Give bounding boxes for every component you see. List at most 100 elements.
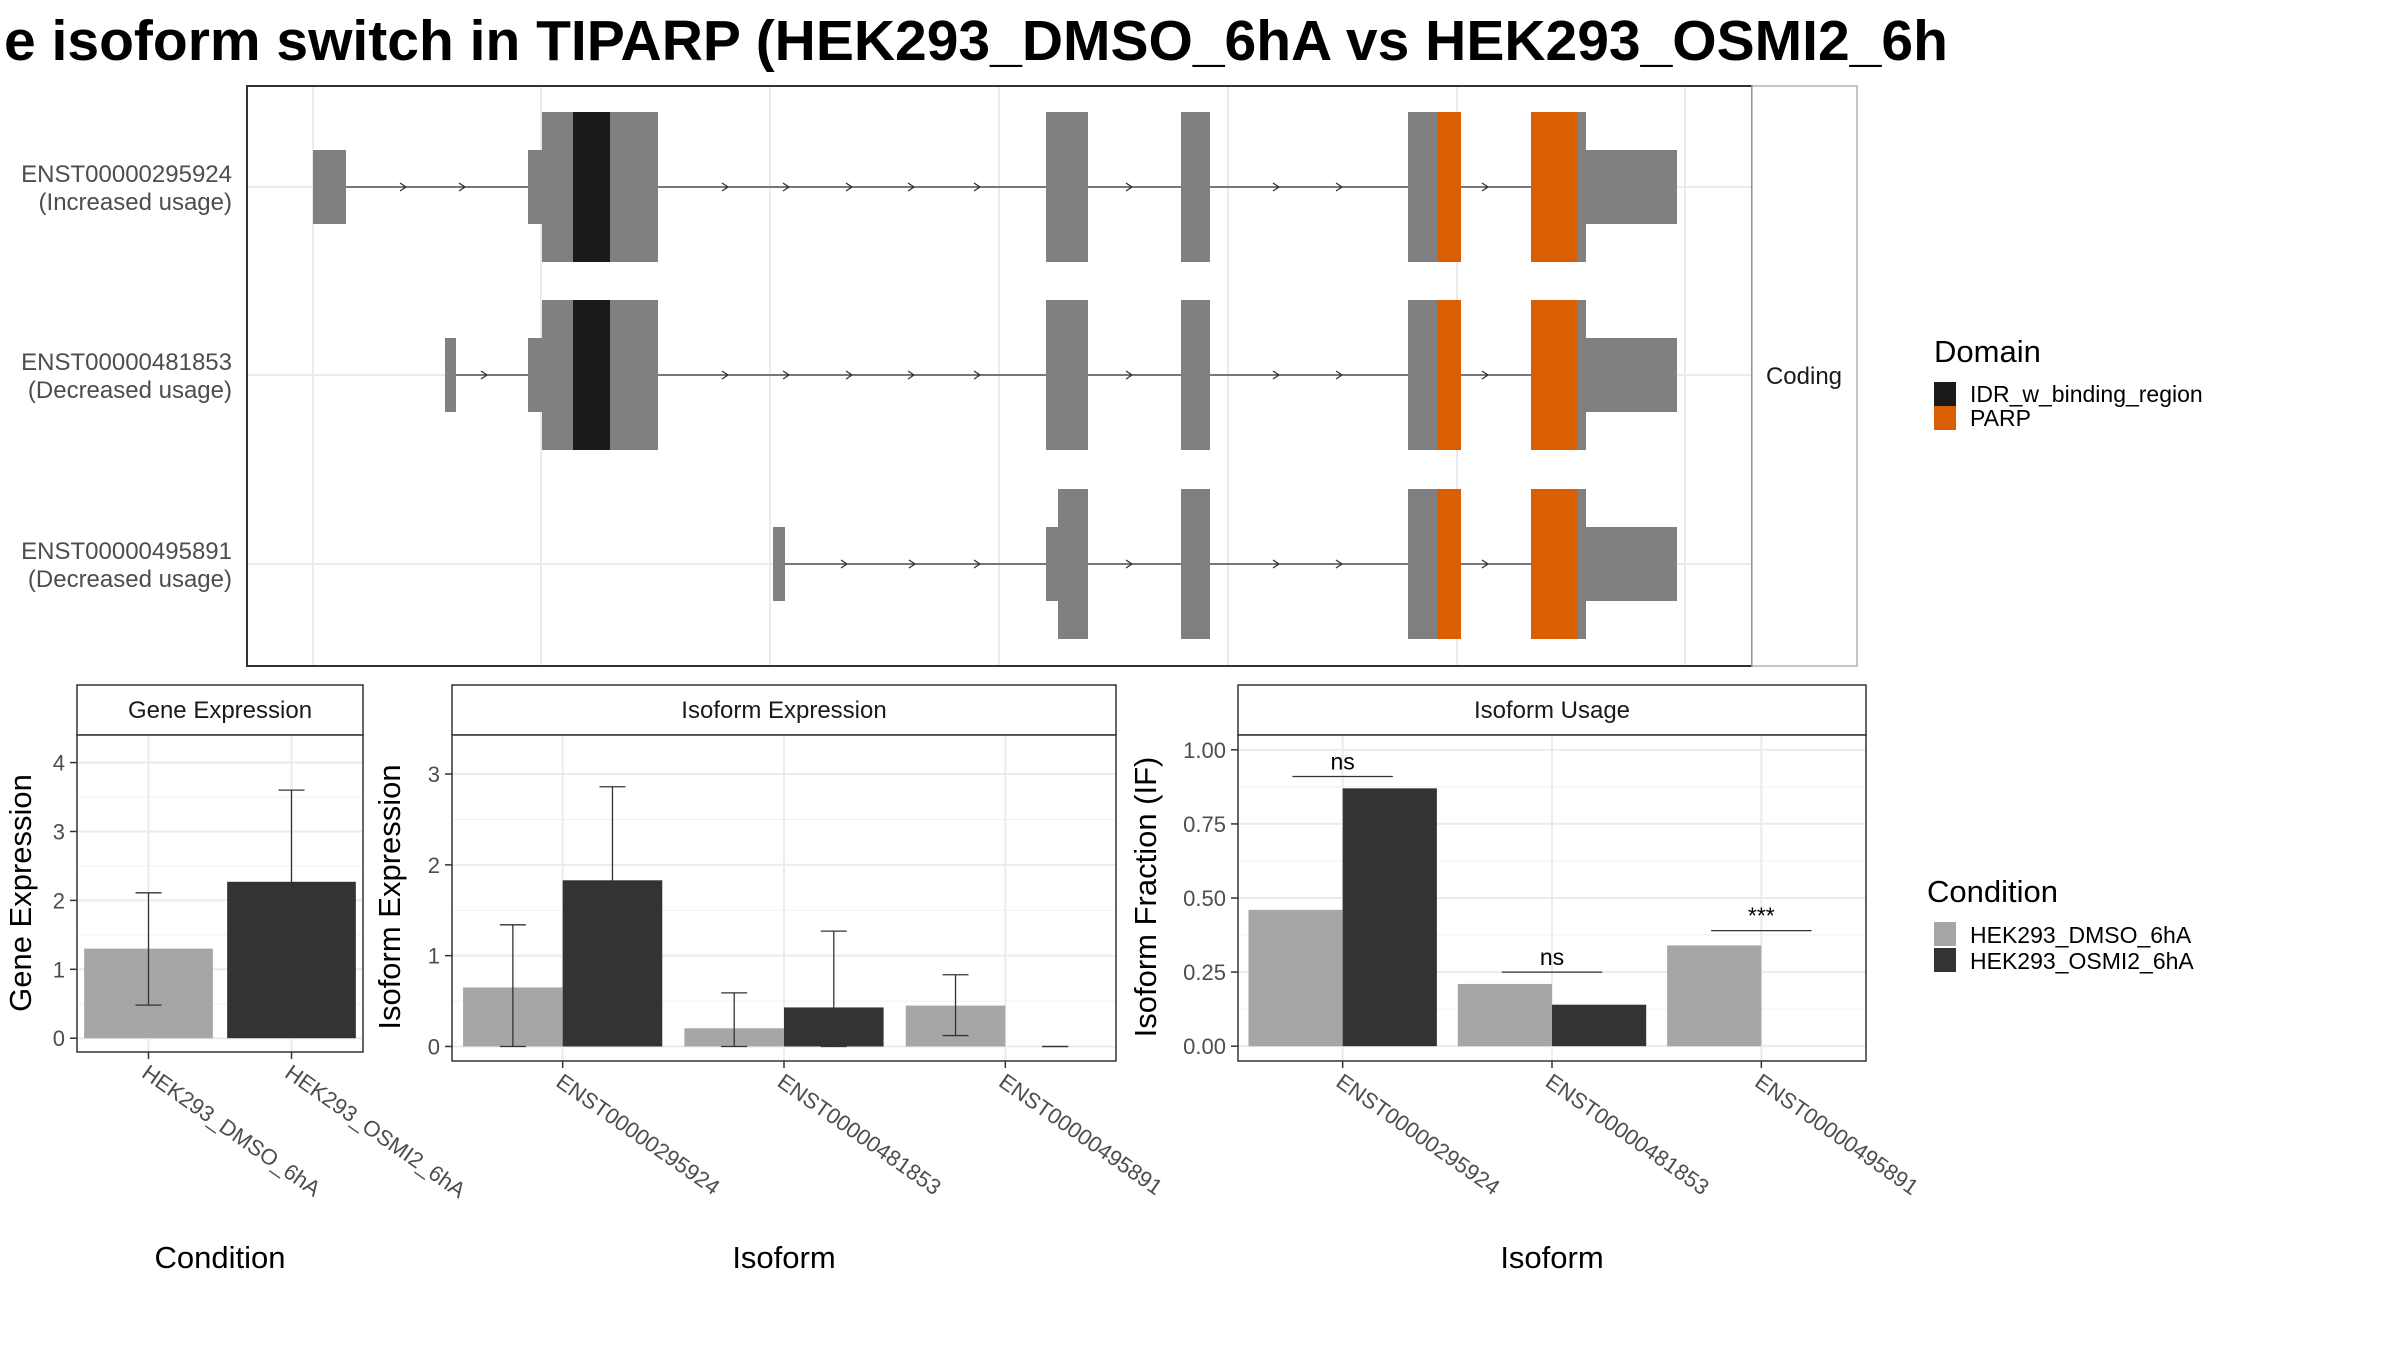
domain-parp [1531,489,1577,639]
cds-exon [1181,489,1210,639]
utr-exon [1586,338,1677,412]
cds-exon [1181,300,1210,450]
strand-arrow [1335,182,1344,192]
strand-arrow [973,182,982,192]
strand-arrow [1481,559,1490,569]
panel-title: Isoform Expression [681,697,886,724]
strand-arrow [782,182,791,192]
strand-arrow [1272,370,1281,380]
cds-exon [1046,112,1088,262]
utr-exon [773,527,785,601]
panel-strip [76,684,364,736]
x-tick-label: ENST00000295924 [552,1069,725,1200]
cds-exon [1577,300,1586,450]
y-tick-label: 2 [53,888,65,913]
strand-arrow [1335,370,1344,380]
domain-parp [1531,112,1577,262]
transcript-id-label: ENST00000495891 [21,538,232,565]
y-tick-label: 3 [53,819,65,844]
utr-exon [1586,150,1677,224]
cds-exon [1058,489,1088,639]
cds-exon [1408,112,1437,262]
legend-label-idr: IDR_w_binding_region [1970,381,2203,407]
transcript-track [445,300,1677,450]
y-tick-label: 0.00 [1183,1034,1226,1059]
strand-arrow [480,370,489,380]
significance-label: ns [1331,748,1355,774]
utr-exon [313,150,346,224]
y-axis: 0 1 2 3 4 [53,751,77,1051]
structure-tracks [313,112,1677,639]
y-axis: 0.00 0.25 0.50 0.75 1.00 [1183,738,1238,1059]
panel-strip [1237,684,1867,736]
x-axis: ENST00000295924 ENST00000481853 ENST000004… [1332,1061,1923,1200]
strand-arrow [973,559,982,569]
domain-parp [1437,112,1461,262]
bars: ns ns *** [1248,748,1856,1047]
strand-arrow [907,370,916,380]
x-tick-label: ENST00000481853 [1541,1069,1714,1200]
panel-title: Isoform Usage [1474,697,1630,724]
bars [84,789,356,1039]
x-tick-label: ENST00000481853 [773,1069,946,1200]
transcript-structure-plot: Coding ENST00000295924 (Increased usage)… [21,85,2203,667]
strand-arrow [1481,182,1490,192]
significance-label: ns [1540,944,1564,970]
cds-exon [1408,300,1437,450]
x-axis-title: Condition [155,1240,286,1275]
bar [1342,788,1437,1047]
domain-parp [1531,300,1577,450]
y-tick-label: 0 [428,1034,440,1059]
transcript-id-label: ENST00000481853 [21,349,232,376]
strand-arrow [1481,370,1490,380]
y-tick-label: 1 [53,957,65,982]
facet-label: Coding [1766,363,1842,390]
utr-exon [1046,527,1058,601]
x-tick-label: ENST00000495891 [1750,1069,1923,1200]
strand-arrow [1125,370,1134,380]
significance-label: *** [1748,903,1775,929]
x-tick-label: ENST00000495891 [994,1069,1167,1200]
domain-idr [573,300,610,450]
legend-key-dmso [1934,922,1956,946]
strand-arrow [782,370,791,380]
cds-exon [1046,300,1088,450]
transcript-status-label: (Increased usage) [39,189,232,216]
facet-strip [1751,85,1858,667]
legend-key-idr [1934,382,1956,406]
utr-exon [528,150,542,224]
condition-legend: Condition HEK293_DMSO_6hA HEK293_OSMI2_6… [1927,874,2194,974]
isoform-usage-plot: Isoform Usage ns ns *** 0.00 0.25 0.50 0.75 1.… [1128,684,1923,1275]
y-tick-label: 0.50 [1183,886,1226,911]
strand-arrow [721,182,730,192]
strand-arrow [845,370,854,380]
bars [463,786,1105,1048]
domain-legend-title: Domain [1934,334,2041,369]
strand-arrow [845,182,854,192]
cds-exon [542,300,573,450]
strand-arrow [973,370,982,380]
strand-arrow [1272,559,1281,569]
strand-arrow [840,559,849,569]
panel-strip [451,684,1117,736]
x-axis-title: Isoform [732,1240,835,1275]
legend-label-dmso: HEK293_DMSO_6hA [1970,922,2192,948]
figure-title: e isoform switch in TIPARP (HEK293_DMSO_… [4,9,1948,73]
strand-arrow [458,182,467,192]
y-tick-label: 2 [428,853,440,878]
y-tick-label: 0 [53,1026,65,1051]
bar [1457,983,1552,1047]
y-tick-label: 4 [53,751,65,776]
cds-exon [1408,489,1437,639]
y-tick-label: 1.00 [1183,738,1226,763]
transcript-status-label: (Decreased usage) [28,566,232,593]
utr-exon [528,338,542,412]
y-axis-title: Isoform Fraction (IF) [1128,757,1163,1038]
cds-exon [542,112,573,262]
transcript-track [773,489,1677,639]
y-tick-label: 1 [428,944,440,969]
transcript-track [313,112,1677,262]
